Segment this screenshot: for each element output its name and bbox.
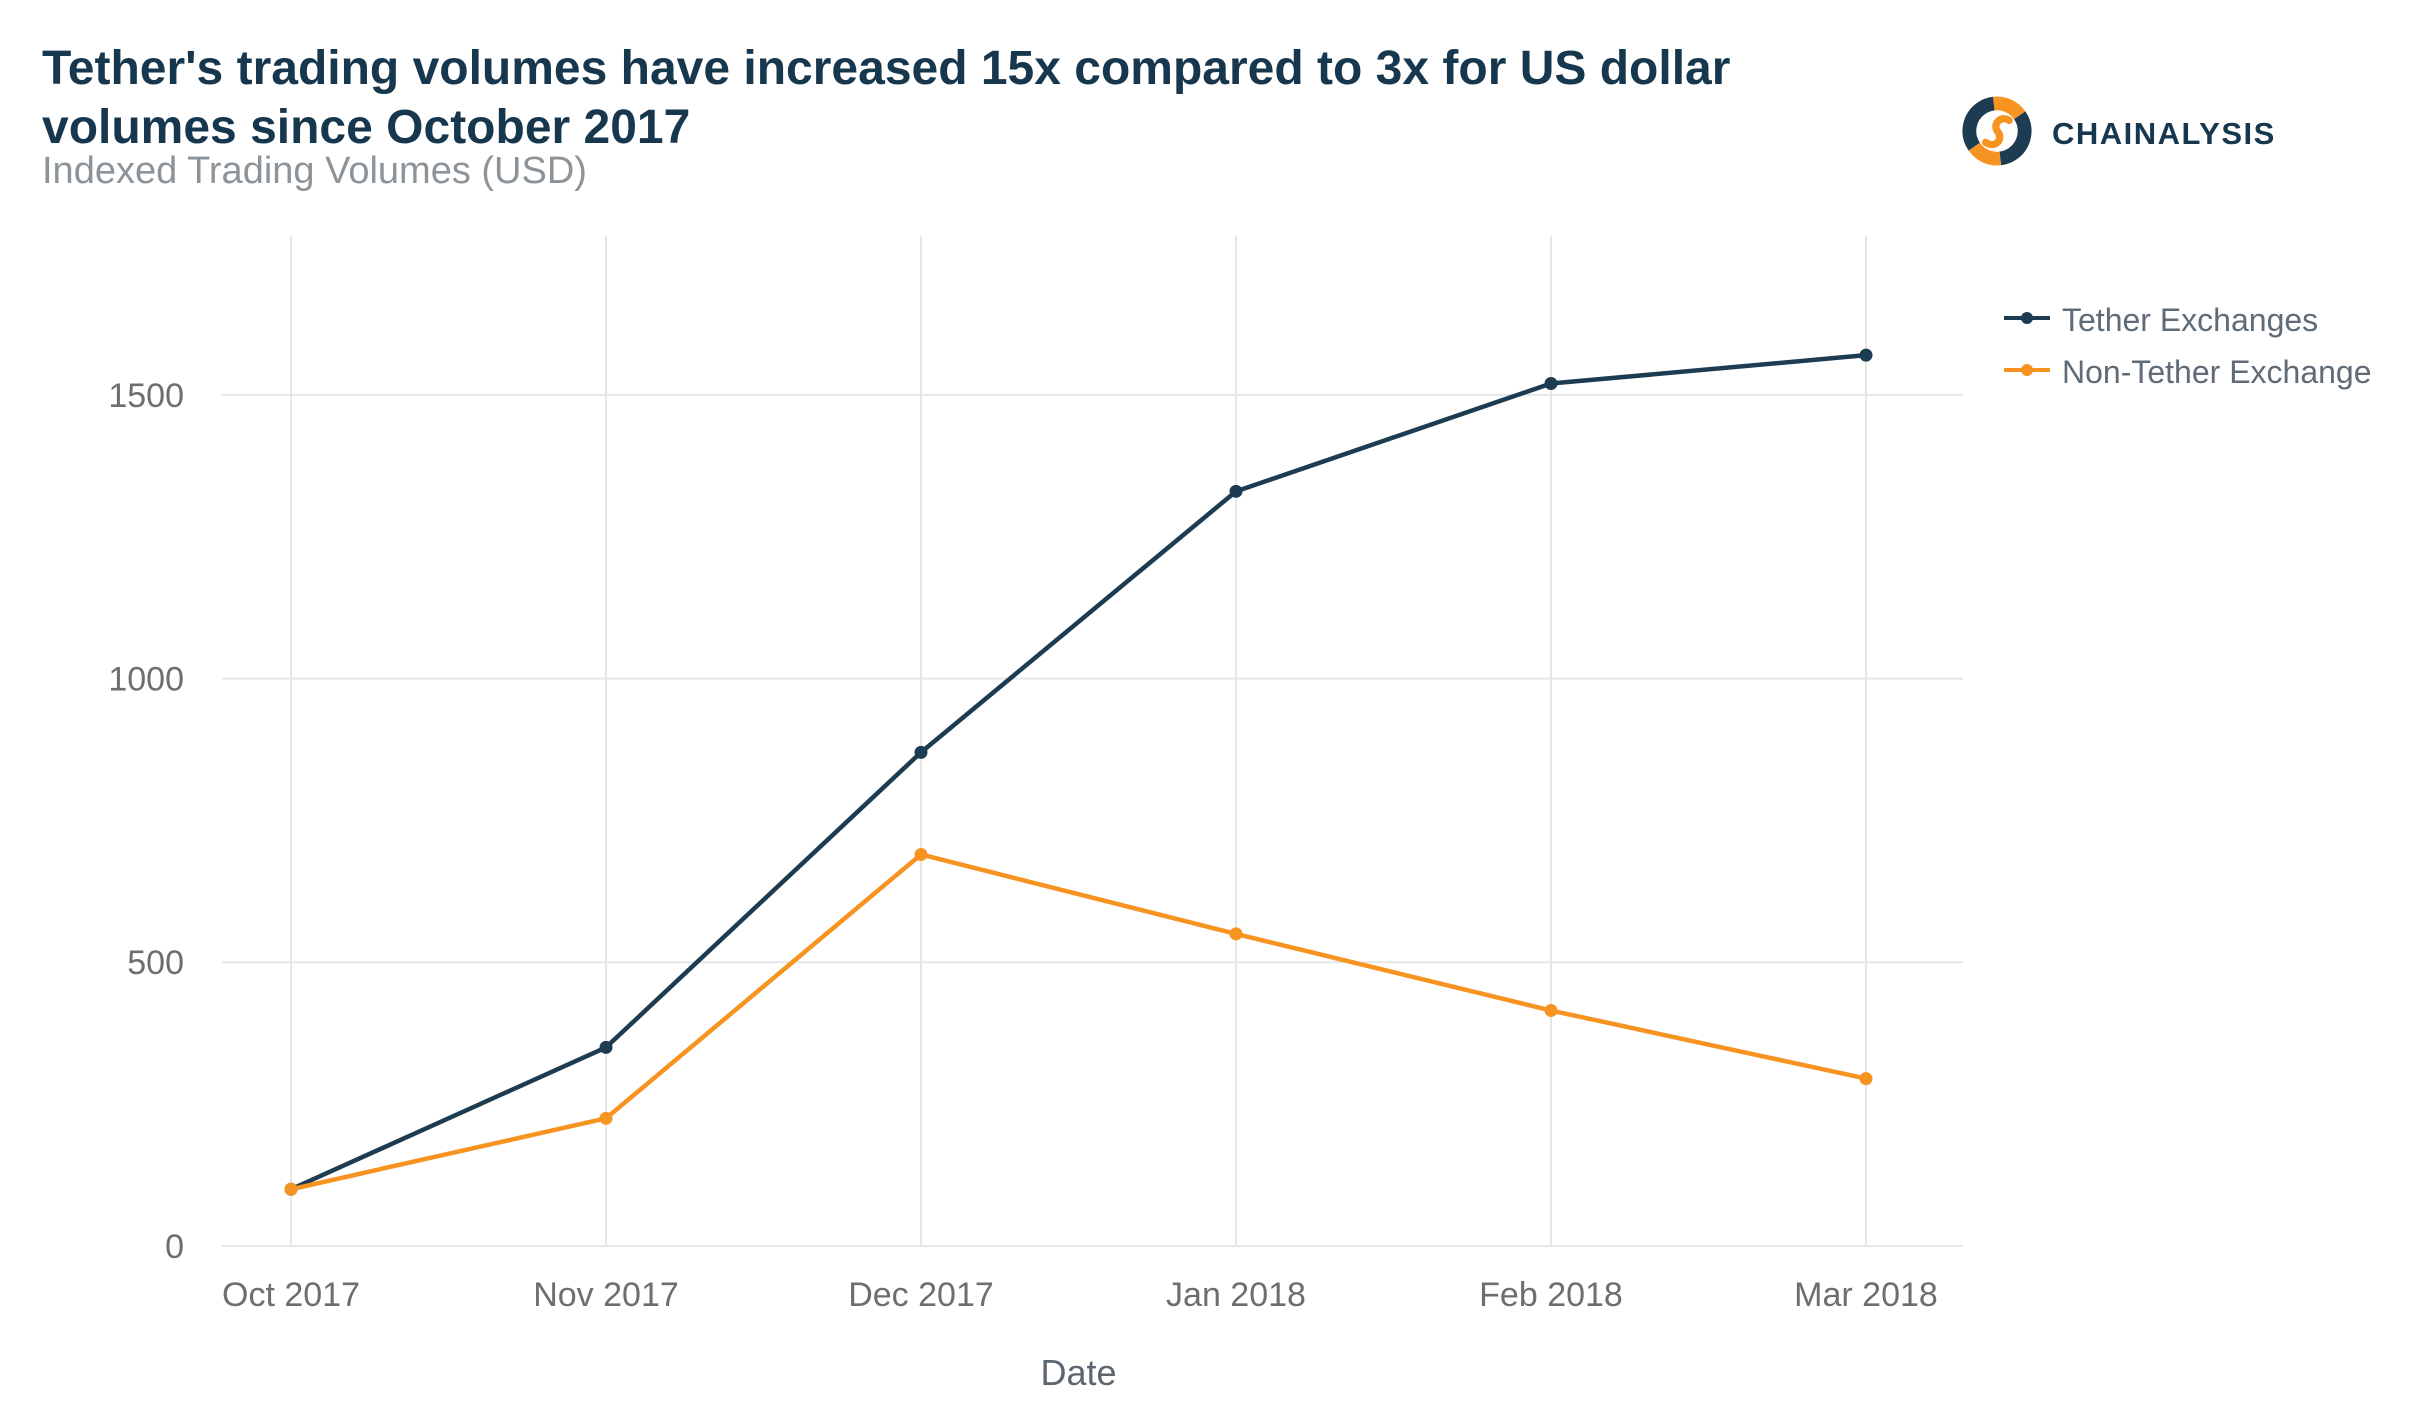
svg-text:1500: 1500 (108, 377, 184, 415)
svg-text:Nov 2017: Nov 2017 (533, 1276, 679, 1314)
svg-text:Dec 2017: Dec 2017 (848, 1276, 994, 1314)
legend-item-tether-exchanges: Tether Exchanges (2004, 300, 2372, 340)
svg-text:Jan 2018: Jan 2018 (1166, 1276, 1306, 1314)
tether-line-marker-icon (2004, 310, 2050, 331)
brand-name: CHAINALYSIS (2052, 115, 2276, 151)
svg-text:1000: 1000 (108, 660, 184, 698)
svg-text:500: 500 (127, 944, 184, 982)
legend-item-non-tether-exchange: Non-Tether Exchange (2004, 352, 2372, 392)
non-tether-line-marker-icon (2004, 362, 2050, 383)
chart-legend: Tether Exchanges Non-Tether Exchange (2004, 300, 2372, 404)
svg-text:Oct 2017: Oct 2017 (222, 1276, 360, 1314)
svg-text:Feb 2018: Feb 2018 (1479, 1276, 1623, 1314)
x-axis-title: Date (1040, 1352, 1117, 1393)
chart-subtitle: Indexed Trading Volumes (USD) (42, 150, 587, 192)
brand: CHAINALYSIS (1958, 92, 2276, 175)
svg-text:Mar 2018: Mar 2018 (1794, 1276, 1938, 1314)
chainalysis-logo-icon (1958, 92, 2036, 175)
svg-text:0: 0 (165, 1228, 184, 1266)
page-title: Tether's trading volumes have increased … (42, 42, 1731, 154)
legend-label: Non-Tether Exchange (2062, 353, 2372, 390)
legend-label: Tether Exchanges (2062, 301, 2319, 338)
